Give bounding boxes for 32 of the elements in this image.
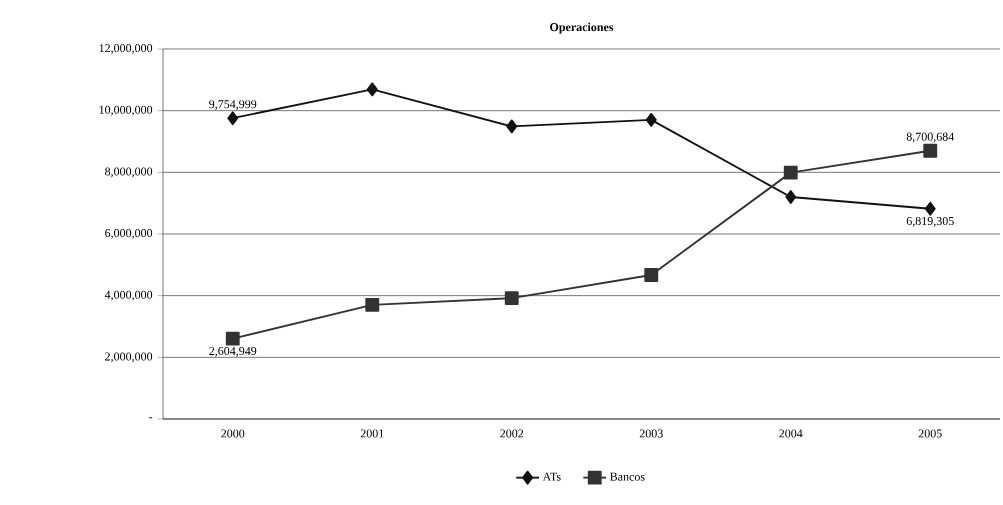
y-tick-label: 6,000,000 <box>105 229 153 239</box>
point <box>225 331 240 346</box>
y-tick-label: 10,000,000 <box>99 105 153 116</box>
x-tick-label: 2002 <box>500 429 524 438</box>
point <box>365 297 380 312</box>
point <box>645 112 657 127</box>
y-tick-label: 2,000,000 <box>105 352 153 363</box>
point <box>366 82 378 97</box>
point <box>506 119 518 134</box>
x-tick-label: 2000 <box>221 429 245 438</box>
point <box>783 165 798 180</box>
point <box>504 291 519 306</box>
legend-label: Bancos <box>610 472 645 481</box>
x-tick-label: 2005 <box>918 429 942 438</box>
data-label: 8,700,684 <box>906 132 955 143</box>
data-label: 9,754,999 <box>209 100 257 110</box>
x-tick-label: 2001 <box>360 429 384 438</box>
point <box>924 201 936 216</box>
y-tick-label: - <box>149 417 153 419</box>
point <box>785 190 797 204</box>
y-tick-label: 4,000,000 <box>104 290 153 301</box>
data-label: 6,819,305 <box>906 216 954 227</box>
point <box>644 268 659 282</box>
point <box>227 111 239 126</box>
x-tick-label: 2003 <box>639 429 663 438</box>
legend-label: ATs <box>542 472 561 481</box>
point <box>923 143 938 158</box>
chart-title: Operaciones <box>550 22 614 34</box>
y-tick-label: 12,000,000 <box>99 44 153 54</box>
data-label: 2,604,949 <box>209 346 257 357</box>
x-tick-label: 2004 <box>779 429 803 438</box>
y-tick-label: 8,000,000 <box>105 167 153 178</box>
